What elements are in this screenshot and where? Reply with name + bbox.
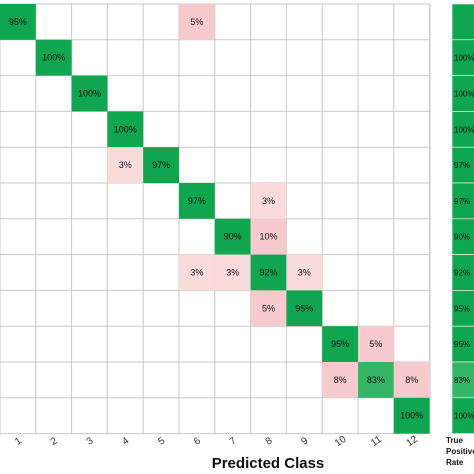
matrix-cell xyxy=(358,362,394,398)
x-tick-label: 10 xyxy=(333,434,349,450)
tpr-cell xyxy=(451,3,474,41)
matrix-cell xyxy=(214,218,251,255)
cell-value-label: 3% xyxy=(190,268,203,278)
cell-value-label: 95% xyxy=(295,303,313,313)
matrix-cell xyxy=(250,183,287,219)
matrix-cell xyxy=(393,362,430,398)
cell-value-label: 5% xyxy=(190,17,203,27)
matrix-cell xyxy=(35,39,72,76)
cell-value-label: 100% xyxy=(78,89,101,99)
cell-value-label: 8% xyxy=(405,375,418,385)
matrix-cell xyxy=(179,183,215,219)
x-tick-label: 11 xyxy=(369,434,384,449)
matrix-cells: 95% 5% 100% 100% 100% 3% 97% 97% 3% 90% 10% 3% 3% 92%… xyxy=(0,4,430,434)
cell-value-label: 10% xyxy=(259,232,277,242)
cell-value-label: 83% xyxy=(367,375,385,385)
x-tick-label: 4 xyxy=(120,435,131,447)
cell-value-label: 5% xyxy=(262,303,275,313)
tpr-value-label: 95% xyxy=(454,340,470,349)
matrix-cell xyxy=(286,290,323,327)
x-tick-label: 7 xyxy=(228,435,239,447)
tpr-value-label: 97% xyxy=(454,197,470,206)
matrix-cell xyxy=(107,147,144,183)
x-tick-label: 2 xyxy=(49,435,60,447)
matrix-cell xyxy=(214,254,251,291)
cell-value-label: 3% xyxy=(262,196,275,206)
x-tick-label: 8 xyxy=(264,435,275,447)
matrix-cell xyxy=(250,218,287,255)
x-tick-label: 5 xyxy=(156,435,167,447)
tpr-label-line: True xyxy=(446,436,463,445)
matrix-cell xyxy=(322,326,358,362)
x-tick-label: 6 xyxy=(192,435,203,447)
tpr-value-label: 100% xyxy=(454,90,474,99)
matrix-cell xyxy=(179,254,215,291)
matrix-cell xyxy=(322,362,358,398)
matrix-cell xyxy=(179,4,215,40)
cell-value-label: 3% xyxy=(119,160,132,170)
tpr-label-line: Rate xyxy=(446,458,464,467)
cell-value-label: 90% xyxy=(224,232,242,242)
matrix-cell xyxy=(358,326,394,362)
tpr-cell xyxy=(451,397,474,434)
cell-value-label: 8% xyxy=(334,375,347,385)
cell-value-label: 97% xyxy=(152,160,170,170)
matrix-cell xyxy=(286,254,323,291)
cell-value-label: 100% xyxy=(114,124,137,134)
matrix-cell xyxy=(107,111,144,148)
cell-value-label: 100% xyxy=(400,411,423,421)
tpr-value-label: 100% xyxy=(454,125,474,134)
matrix-cell xyxy=(143,147,179,183)
x-tick-labels: 1 2 3 4 5 6 7 8 9 10 11 12 xyxy=(13,434,420,450)
matrix-cell xyxy=(0,4,36,40)
cell-value-label: 95% xyxy=(9,17,27,27)
tpr-value-label: 100% xyxy=(454,54,474,63)
x-tick-label: 1 xyxy=(13,435,24,447)
cell-value-label: 95% xyxy=(331,339,349,349)
cell-value-label: 100% xyxy=(42,53,65,63)
matrix-cell xyxy=(393,397,430,434)
x-tick-label: 9 xyxy=(299,435,310,447)
tpr-value-label: 90% xyxy=(454,233,470,242)
tpr-value-label: 100% xyxy=(454,412,474,421)
cell-value-label: 5% xyxy=(369,339,382,349)
cell-value-label: 97% xyxy=(188,196,206,206)
x-tick-label: 3 xyxy=(85,435,96,447)
tpr-value-label: 97% xyxy=(454,161,470,170)
tpr-label-line: Positive xyxy=(446,447,474,456)
tpr-value-label: 92% xyxy=(454,269,470,278)
x-tick-label: 12 xyxy=(405,434,421,450)
tpr-value-label: 83% xyxy=(454,376,470,385)
matrix-cell xyxy=(71,75,108,112)
tpr-panel: 100% 100% 100% 97% 97% 90% 92% 95% 95% 83% 100% xyxy=(429,3,474,434)
tpr-panel-label: True Positive Rate xyxy=(446,436,474,467)
cell-value-label: 3% xyxy=(226,268,239,278)
tpr-value-label: 95% xyxy=(454,304,470,313)
matrix-cell xyxy=(250,254,287,291)
cell-value-label: 92% xyxy=(259,268,277,278)
matrix-cell xyxy=(250,290,287,327)
x-axis-label: Predicted Class xyxy=(212,455,325,472)
cell-value-label: 3% xyxy=(298,268,311,278)
